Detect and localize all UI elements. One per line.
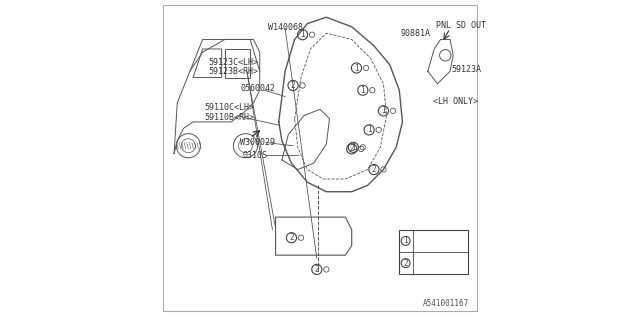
Text: 1: 1 <box>300 30 305 39</box>
Text: 2: 2 <box>403 259 408 268</box>
Text: <LH ONLY>: <LH ONLY> <box>433 97 477 106</box>
Text: 0310S: 0310S <box>243 151 268 160</box>
Text: 1: 1 <box>381 106 386 115</box>
Text: 59110C<LH>: 59110C<LH> <box>204 103 254 112</box>
Text: PNL SD OUT: PNL SD OUT <box>436 21 486 30</box>
Text: 0560042: 0560042 <box>240 84 275 93</box>
Text: 2: 2 <box>372 165 376 174</box>
Text: A541001167: A541001167 <box>423 299 469 308</box>
Text: 90881A: 90881A <box>401 28 431 38</box>
Text: 2: 2 <box>289 233 294 242</box>
Text: W140065: W140065 <box>416 236 451 245</box>
Text: 59123C<LH>: 59123C<LH> <box>209 58 259 67</box>
Text: W140068: W140068 <box>268 23 303 32</box>
FancyBboxPatch shape <box>399 230 468 274</box>
Text: 59123A: 59123A <box>452 65 482 74</box>
Text: 2: 2 <box>314 265 319 274</box>
Text: 2: 2 <box>349 144 354 153</box>
Text: 1: 1 <box>403 236 408 245</box>
Text: W300029: W300029 <box>240 138 275 147</box>
Text: 1: 1 <box>367 125 371 134</box>
Text: 1: 1 <box>354 63 359 73</box>
Text: 59110B<RH>: 59110B<RH> <box>204 113 254 122</box>
Text: 1: 1 <box>360 86 365 95</box>
Text: 59123B<RH>: 59123B<RH> <box>209 67 259 76</box>
Text: 2: 2 <box>291 81 295 90</box>
Text: 1: 1 <box>351 143 356 152</box>
Text: W140007: W140007 <box>416 259 451 268</box>
